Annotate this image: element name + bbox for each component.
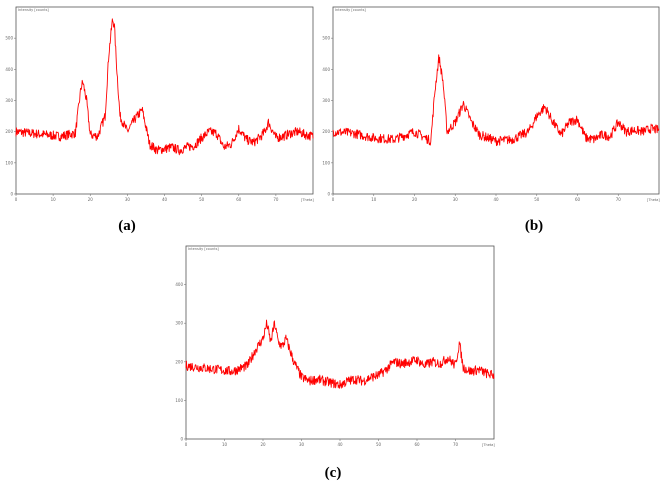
x-tick-label: 20: [260, 442, 266, 447]
y-tick-label: 200: [175, 359, 183, 364]
y-tick-label: 500: [5, 36, 13, 41]
y-tick-label: 200: [322, 129, 330, 134]
panel-caption: (b): [525, 218, 543, 234]
x-tick-label: 0: [332, 197, 335, 202]
y-tick-label: 100: [322, 160, 330, 165]
chart-panel-3: Intensity [counts] [Theta] 0 10 20 30 40 50 60 70…: [175, 245, 495, 481]
x-tick-label: 0: [15, 197, 18, 202]
x-tick-label: 70: [616, 197, 622, 202]
x-tick-label: 60: [575, 197, 581, 202]
x-tick-label: 50: [199, 197, 205, 202]
plot-frame: [185, 245, 495, 440]
y-tick-label: 0: [327, 192, 330, 197]
x-tick-label: 0: [185, 442, 188, 447]
x-axis-label: [Theta]: [301, 198, 314, 202]
x-tick-label: 40: [493, 197, 499, 202]
x-tick-label: 30: [453, 197, 459, 202]
chart-panel-2: Intensity [counts] [Theta] 0 10 20 30 40 50 60 70…: [322, 6, 660, 234]
y-tick-label: 0: [180, 437, 183, 442]
x-tick-label: 30: [125, 197, 131, 202]
x-tick-label: 40: [162, 197, 168, 202]
x-tick-label: 70: [273, 197, 279, 202]
y-tick-label: 100: [175, 398, 183, 403]
x-tick-label: 50: [534, 197, 540, 202]
x-tick-label: 40: [337, 442, 343, 447]
diffraction-trace: [185, 319, 495, 389]
x-tick-label: 10: [371, 197, 377, 202]
panel-caption: (a): [118, 218, 136, 234]
x-tick-label: 10: [51, 197, 57, 202]
diffraction-trace: [15, 18, 314, 156]
y-tick-label: 100: [5, 160, 13, 165]
y-axis-label: Intensity [counts]: [188, 247, 219, 251]
x-tick-label: 20: [88, 197, 94, 202]
x-tick-label: 50: [376, 442, 382, 447]
y-axis-label: Intensity [counts]: [335, 8, 366, 12]
y-axis-label: Intensity [counts]: [18, 8, 49, 12]
y-tick-label: 400: [322, 67, 330, 72]
y-tick-label: 400: [175, 282, 183, 287]
y-tick-label: 500: [322, 36, 330, 41]
panel-caption: (c): [325, 465, 342, 481]
x-tick-label: 20: [412, 197, 418, 202]
diffraction-trace: [332, 54, 660, 147]
y-tick-label: 300: [175, 321, 183, 326]
plot-frame: [332, 6, 660, 195]
x-tick-label: 10: [222, 442, 228, 447]
y-tick-label: 300: [322, 98, 330, 103]
x-axis-label: [Theta]: [647, 198, 660, 202]
x-tick-label: 60: [236, 197, 242, 202]
x-tick-label: 30: [299, 442, 305, 447]
x-axis-label: [Theta]: [482, 443, 495, 447]
x-tick-label: 60: [414, 442, 420, 447]
chart-panel-1: Intensity [counts] [Theta] 0 10 20 30 40 50 60 70…: [5, 6, 314, 234]
x-tick-label: 70: [453, 442, 459, 447]
plot-frame: [15, 6, 314, 195]
y-tick-label: 300: [5, 98, 13, 103]
y-tick-label: 0: [10, 192, 13, 197]
y-tick-label: 200: [5, 129, 13, 134]
y-tick-label: 400: [5, 67, 13, 72]
